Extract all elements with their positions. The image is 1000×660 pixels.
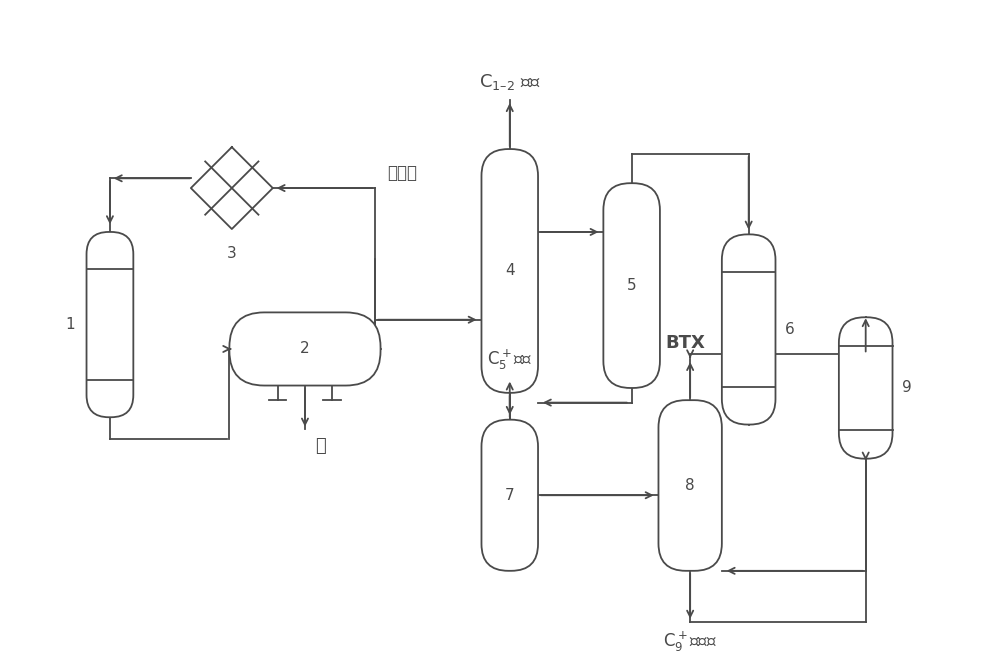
FancyBboxPatch shape <box>481 149 538 393</box>
Text: 1: 1 <box>65 317 75 332</box>
FancyBboxPatch shape <box>603 183 660 388</box>
Text: 3: 3 <box>227 246 237 261</box>
Text: 气态烃: 气态烃 <box>387 164 417 182</box>
FancyBboxPatch shape <box>839 317 893 459</box>
Text: 2: 2 <box>300 341 310 356</box>
Bar <box>839 346 893 430</box>
Bar <box>722 273 775 387</box>
Text: 6: 6 <box>785 322 795 337</box>
FancyBboxPatch shape <box>481 420 538 571</box>
FancyBboxPatch shape <box>87 232 133 417</box>
Text: C$_{1–2}$ 烃类: C$_{1–2}$ 烃类 <box>479 73 541 92</box>
Text: BTX: BTX <box>665 335 705 352</box>
Text: 9: 9 <box>902 380 912 395</box>
FancyBboxPatch shape <box>658 400 722 571</box>
FancyBboxPatch shape <box>722 234 775 424</box>
Text: 5: 5 <box>627 278 636 293</box>
Text: 7: 7 <box>505 488 515 503</box>
Text: C$_9^+$重芳烃: C$_9^+$重芳烃 <box>663 630 717 653</box>
Text: 8: 8 <box>685 478 695 493</box>
Text: 4: 4 <box>505 263 515 279</box>
FancyBboxPatch shape <box>229 312 381 385</box>
Polygon shape <box>191 147 273 229</box>
Bar <box>87 269 133 380</box>
Text: 水: 水 <box>315 437 325 455</box>
Text: C$_5^+$非芳: C$_5^+$非芳 <box>487 348 533 372</box>
